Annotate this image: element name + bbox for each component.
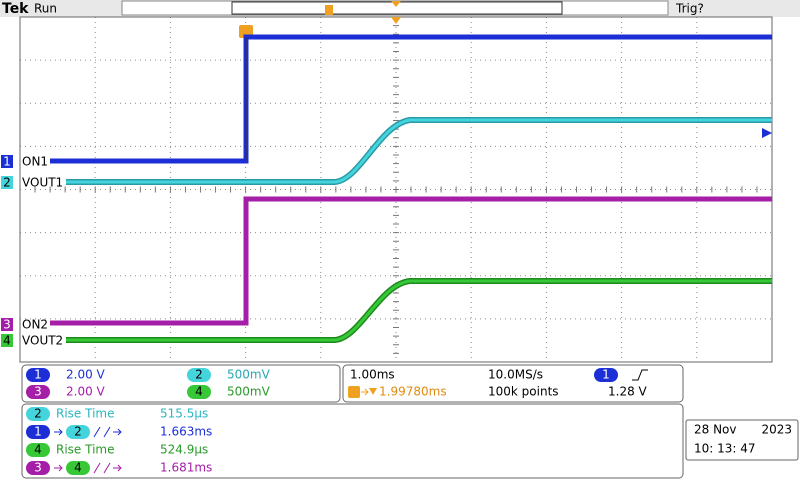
badge (26, 443, 50, 457)
date: 28 Nov (694, 423, 737, 437)
ch2-waveform (66, 118, 772, 184)
trace-label: ON2 (22, 318, 48, 332)
measurement-value: 524.9µs (160, 443, 208, 457)
measurement-name: Rise Time (56, 443, 115, 457)
arrow-icon (361, 388, 369, 396)
ch4-waveform (66, 279, 772, 342)
arrow-icon (54, 428, 63, 436)
badge (1, 155, 13, 168)
measurement-value: 515.5µs (160, 407, 208, 421)
badge-number: 2 (34, 407, 42, 421)
badge-number: 1 (3, 155, 11, 169)
trace-label: VOUT1 (22, 176, 63, 190)
badge-number: 1 (34, 425, 42, 439)
badge-number: 2 (195, 368, 203, 382)
badge (594, 368, 618, 382)
delay-icon (93, 426, 122, 438)
scale: 2.00 V (66, 385, 106, 399)
trigger-marker-icon (369, 388, 377, 395)
badge (26, 407, 50, 421)
badge (26, 368, 50, 382)
badge-number: 3 (3, 318, 11, 332)
record-center (391, 1, 401, 7)
badge-number: 2 (3, 176, 11, 190)
measurement-row: 1 2 1.663ms (26, 425, 212, 439)
measurement-row: 2 Rise Time 515.5µs (26, 407, 208, 421)
time-per-div: 1.00ms (350, 368, 395, 382)
badge-number: 2 (74, 425, 82, 439)
badge (1, 318, 13, 331)
badge-number: 4 (3, 334, 11, 348)
badge-number: 1 (34, 368, 42, 382)
brand: Tek (2, 1, 29, 17)
measurement-row: 3 4 1.681ms (26, 461, 212, 475)
trigger-position: 1.99780ms (379, 385, 447, 399)
trace-label: VOUT2 (22, 334, 63, 348)
badge-number: 3 (34, 461, 42, 475)
badge (66, 461, 90, 475)
time: 10: 13: 47 (694, 442, 756, 456)
scale: 500mV (227, 385, 271, 399)
trace-labels: 1 ON1 2 VOUT1 3 ON2 4 VOUT2 (1, 155, 63, 348)
scale: 500mV (227, 368, 271, 382)
year: 2023 (761, 423, 792, 437)
badge (187, 385, 211, 399)
record-length: 100k points (488, 385, 559, 399)
trigger-time-marker (391, 17, 401, 24)
trigger-pos-marker (325, 5, 333, 15)
acq-state: Run (34, 2, 57, 16)
badge (1, 334, 13, 347)
badge-number: 4 (34, 443, 42, 457)
datetime-panel (685, 419, 799, 461)
trace-label: ON1 (22, 155, 48, 169)
trigger-state: Trig? (675, 2, 704, 16)
measurement-panel (21, 403, 684, 479)
badge (26, 425, 50, 439)
sample-rate: 10.0MS/s (488, 368, 543, 382)
scale: 2.00 V (66, 368, 106, 382)
badge (187, 368, 211, 382)
badge (26, 461, 50, 475)
trigger-t-icon (348, 386, 360, 398)
rising-edge-icon (632, 369, 648, 381)
vertical-panel (21, 364, 341, 403)
badge (66, 425, 90, 439)
measurement-name: Rise Time (56, 407, 115, 421)
badge (1, 176, 13, 189)
measurement-row: 4 Rise Time 524.9µs (26, 443, 208, 457)
arrow-icon (54, 464, 63, 472)
trigger-level: 1.28 V (608, 385, 648, 399)
badge-number: 4 (195, 385, 203, 399)
badge-number: 4 (74, 461, 82, 475)
trigger-level-marker (762, 128, 772, 138)
delay-icon (93, 462, 122, 474)
badge-number: 3 (34, 385, 42, 399)
measurement-value: 1.663ms (160, 425, 212, 439)
trigger-source: 1 (602, 368, 610, 382)
badge (26, 385, 50, 399)
measurement-value: 1.681ms (160, 461, 212, 475)
